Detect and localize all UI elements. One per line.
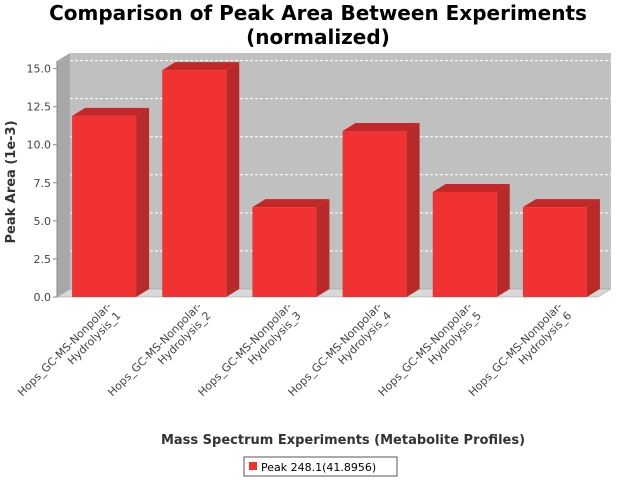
x-tick-label-line: Hops_GC-MS-Nonpolar-	[376, 300, 475, 399]
legend-swatch	[249, 462, 257, 470]
bar-top	[342, 123, 420, 132]
y-tick-label: 7.5	[34, 177, 52, 190]
bar	[162, 62, 240, 297]
x-tick-label-line: Hops_GC-MS-Nonpolar-	[466, 300, 565, 399]
bar-side	[586, 199, 600, 297]
x-axis-label: Mass Spectrum Experiments (Metabolite Pr…	[161, 433, 525, 448]
bar-top	[252, 199, 330, 208]
bar-front	[342, 131, 407, 297]
y-axis: 0.0 2.5 5.0 7.5 10.0 12.5 15.0	[27, 61, 58, 304]
bar-front	[432, 191, 497, 297]
plot-back-wall	[70, 53, 611, 289]
bar-side	[316, 199, 330, 297]
bar-series	[72, 62, 600, 298]
plot-left-wall	[57, 53, 70, 297]
chart-title: Comparison of Peak Area Between Experime…	[49, 1, 587, 25]
y-tick-label: 2.5	[34, 253, 52, 266]
bar-front	[72, 115, 137, 298]
chart-subtitle: (normalized)	[246, 25, 390, 49]
y-tick-label: 0.0	[34, 291, 52, 304]
y-tick-label: 15.0	[27, 63, 52, 76]
grid-lines	[70, 60, 611, 252]
bar	[432, 183, 510, 297]
bar-side	[136, 107, 150, 298]
bar-side	[496, 183, 510, 297]
legend-box	[243, 456, 398, 477]
y-tick-label: 5.0	[34, 215, 52, 228]
y-tick-label: 12.5	[27, 101, 52, 114]
x-tick-label-line: Hops_GC-MS-Nonpolar-	[15, 300, 114, 399]
x-tick-label-line: Hops_GC-MS-Nonpolar-	[286, 300, 385, 399]
y-tick-label: 10.0	[27, 139, 52, 152]
bar	[522, 199, 600, 297]
bar-side	[226, 62, 240, 297]
bar-front	[522, 207, 587, 297]
x-tick-label-line: Hops_GC-MS-Nonpolar-	[195, 300, 294, 399]
x-tick-label: Hops_GC-MS-Nonpolar-Hydrolysis_6	[466, 300, 574, 399]
bar-front	[162, 70, 227, 297]
legend-label: Peak 248.1(41.8956)	[261, 461, 376, 474]
bar-front	[252, 207, 317, 297]
bar-top	[432, 183, 510, 192]
x-tick-label-line: Hops_GC-MS-Nonpolar-	[105, 300, 204, 399]
bar-top	[522, 199, 600, 208]
y-axis-label: Peak Area (1e-3)	[4, 120, 19, 243]
bar	[342, 123, 420, 297]
bar	[252, 199, 330, 297]
bar	[72, 107, 150, 298]
bar-side	[406, 123, 420, 297]
legend: Peak 248.1(41.8956)	[243, 456, 398, 477]
bar-top	[162, 62, 240, 71]
bar-top	[72, 107, 150, 116]
x-axis: Hops_GC-MS-Nonpolar-Hydrolysis_1Hops_GC-…	[15, 300, 574, 399]
